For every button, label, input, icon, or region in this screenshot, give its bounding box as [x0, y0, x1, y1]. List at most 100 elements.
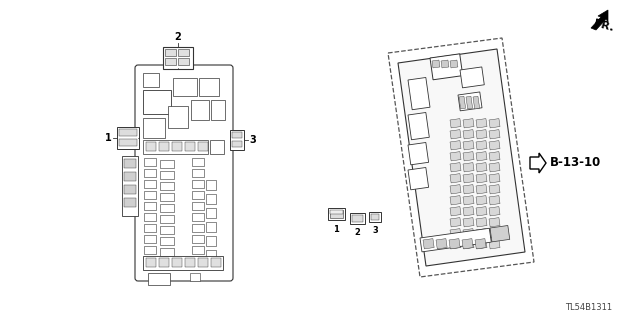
- Polygon shape: [476, 130, 487, 139]
- Bar: [232, 132, 242, 138]
- Bar: [159, 258, 169, 267]
- Polygon shape: [463, 174, 474, 183]
- Polygon shape: [450, 163, 461, 172]
- Polygon shape: [450, 130, 461, 139]
- Polygon shape: [369, 212, 381, 222]
- Polygon shape: [473, 96, 479, 109]
- Polygon shape: [450, 60, 458, 68]
- Bar: [172, 142, 182, 151]
- Polygon shape: [388, 38, 534, 277]
- Bar: [143, 140, 208, 154]
- Polygon shape: [463, 152, 474, 161]
- Polygon shape: [476, 196, 487, 205]
- Polygon shape: [489, 207, 500, 216]
- Bar: [144, 257, 156, 265]
- Polygon shape: [450, 174, 461, 183]
- Bar: [211, 100, 225, 120]
- Bar: [210, 140, 224, 154]
- Bar: [185, 142, 195, 151]
- Bar: [192, 213, 204, 221]
- Bar: [159, 142, 169, 151]
- Polygon shape: [423, 239, 434, 249]
- Text: 1: 1: [105, 133, 112, 143]
- Bar: [172, 258, 182, 267]
- Polygon shape: [450, 185, 461, 194]
- Bar: [119, 139, 137, 146]
- Polygon shape: [328, 208, 345, 220]
- Polygon shape: [476, 119, 487, 128]
- Text: 2: 2: [175, 32, 181, 42]
- Bar: [124, 185, 136, 194]
- Polygon shape: [436, 239, 447, 249]
- Bar: [144, 246, 156, 254]
- Polygon shape: [489, 152, 500, 161]
- Polygon shape: [489, 185, 500, 194]
- Bar: [143, 118, 165, 138]
- Bar: [146, 258, 156, 267]
- Bar: [119, 129, 137, 136]
- Polygon shape: [591, 10, 608, 30]
- Bar: [160, 182, 174, 190]
- Bar: [124, 172, 136, 181]
- Polygon shape: [432, 60, 440, 68]
- Polygon shape: [489, 130, 500, 139]
- Bar: [144, 235, 156, 243]
- Bar: [192, 224, 204, 232]
- Bar: [192, 180, 204, 188]
- Bar: [199, 78, 219, 96]
- Polygon shape: [476, 240, 487, 249]
- Bar: [160, 237, 174, 245]
- Bar: [198, 258, 208, 267]
- Bar: [124, 198, 136, 207]
- Polygon shape: [450, 240, 461, 249]
- Polygon shape: [450, 218, 461, 227]
- Polygon shape: [350, 213, 365, 224]
- Polygon shape: [476, 207, 487, 216]
- Bar: [124, 159, 136, 168]
- Bar: [330, 210, 343, 218]
- Polygon shape: [450, 229, 461, 238]
- Polygon shape: [459, 96, 466, 109]
- Polygon shape: [489, 218, 500, 227]
- Bar: [160, 204, 174, 212]
- Bar: [144, 202, 156, 210]
- Polygon shape: [398, 49, 525, 266]
- Polygon shape: [441, 60, 449, 68]
- Bar: [192, 235, 204, 243]
- Polygon shape: [450, 152, 461, 161]
- Bar: [178, 49, 189, 56]
- Polygon shape: [463, 141, 474, 150]
- Polygon shape: [408, 78, 430, 110]
- Bar: [232, 141, 242, 147]
- Bar: [206, 236, 216, 246]
- Bar: [206, 194, 216, 204]
- Polygon shape: [408, 143, 429, 165]
- Bar: [160, 226, 174, 234]
- Polygon shape: [475, 239, 486, 249]
- Bar: [206, 250, 216, 260]
- Bar: [173, 78, 197, 96]
- Bar: [148, 273, 170, 285]
- Polygon shape: [490, 226, 510, 242]
- Polygon shape: [530, 153, 546, 173]
- Polygon shape: [463, 163, 474, 172]
- Polygon shape: [463, 218, 474, 227]
- Text: 2: 2: [354, 228, 360, 237]
- Bar: [144, 224, 156, 232]
- Text: 1: 1: [333, 225, 339, 234]
- Polygon shape: [489, 163, 500, 172]
- Polygon shape: [463, 119, 474, 128]
- Text: 3: 3: [372, 226, 378, 235]
- Bar: [206, 180, 216, 190]
- Polygon shape: [450, 196, 461, 205]
- Bar: [192, 246, 204, 254]
- Bar: [144, 191, 156, 199]
- Polygon shape: [476, 174, 487, 183]
- Bar: [144, 169, 156, 177]
- Bar: [168, 106, 188, 128]
- Polygon shape: [449, 239, 460, 249]
- Polygon shape: [463, 196, 474, 205]
- Bar: [192, 158, 204, 166]
- Bar: [143, 90, 171, 114]
- Bar: [146, 142, 156, 151]
